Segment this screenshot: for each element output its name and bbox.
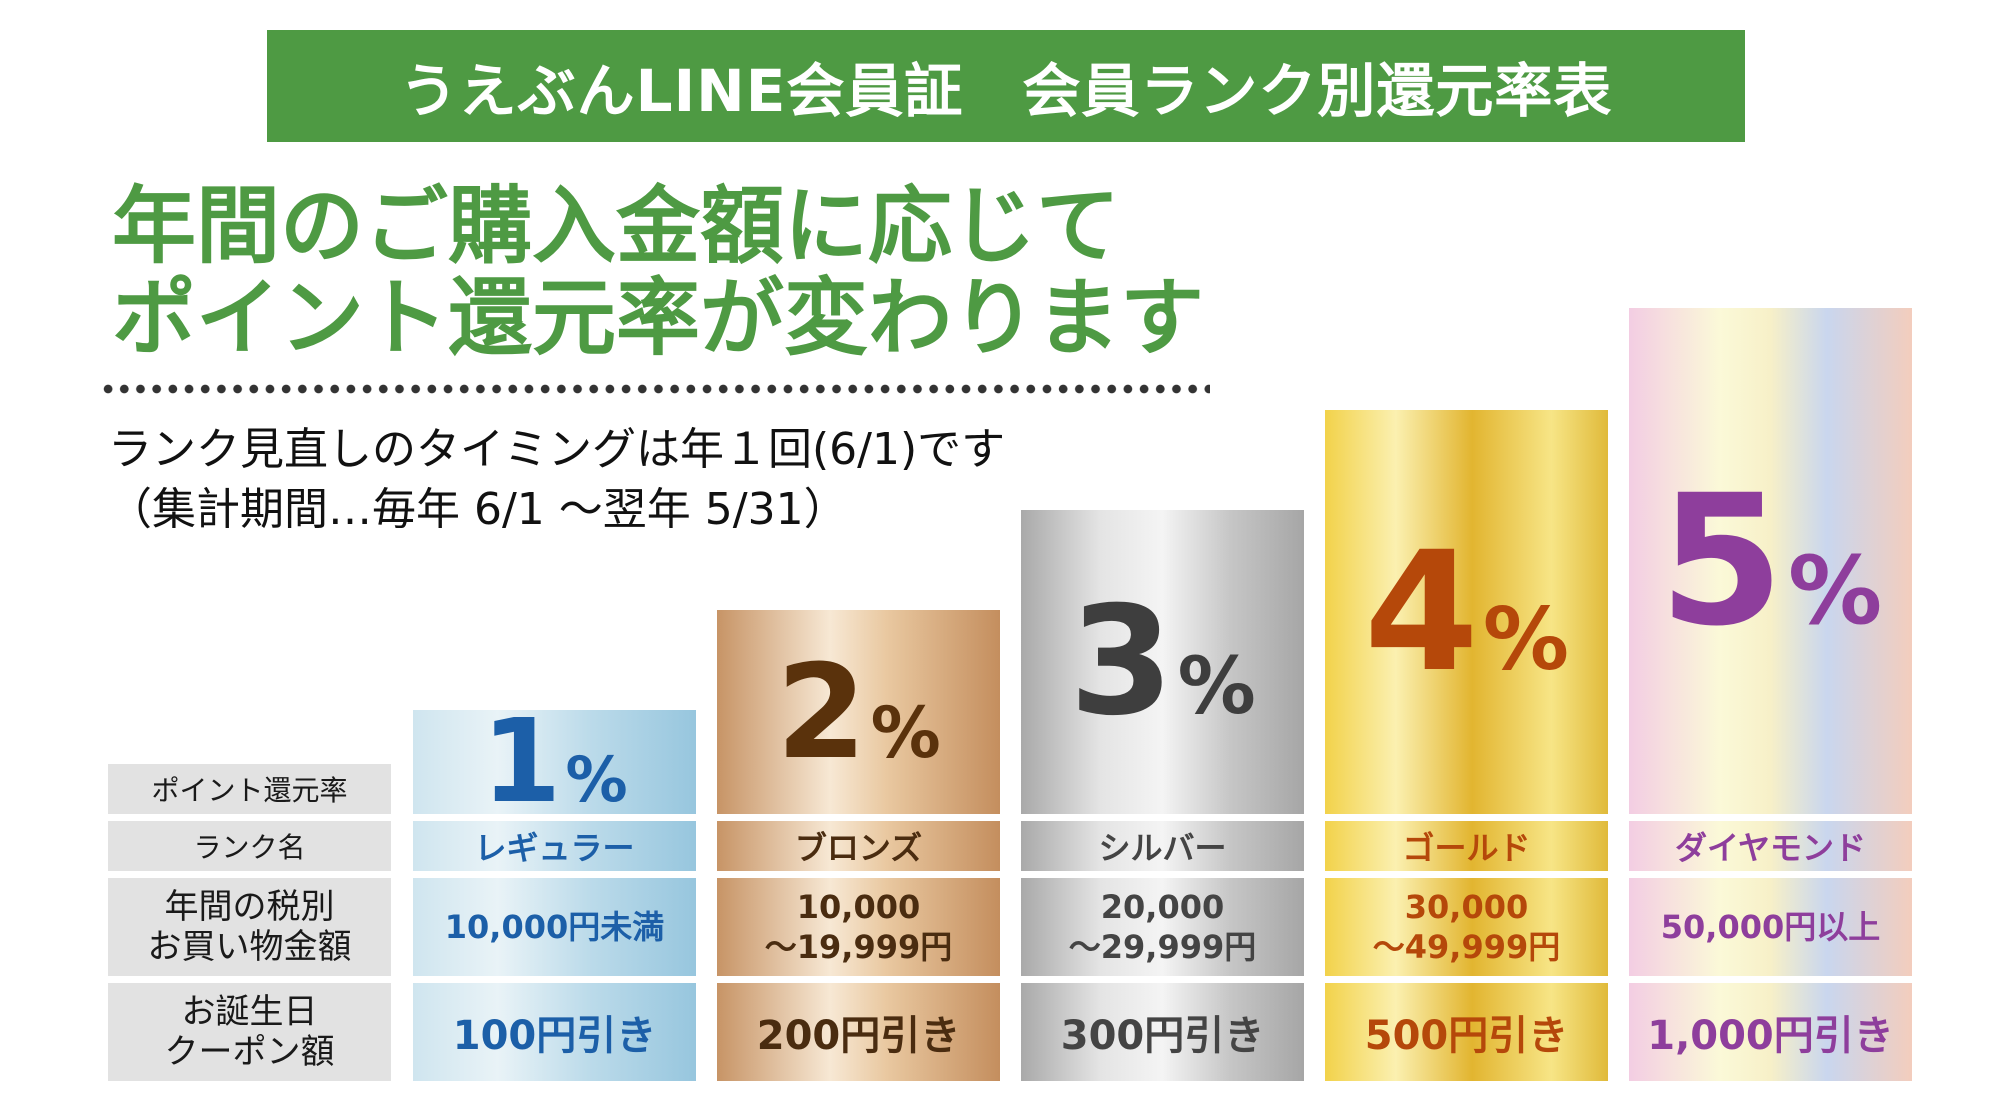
rank-column-diamond: 5% ダイヤモンド 50,000円以上 1,000円引き	[1629, 308, 1912, 1081]
amount-line-2: ～19,999円	[764, 928, 953, 966]
amount-line-1: 30,000	[1404, 888, 1529, 926]
amount-cell: 50,000円以上	[1629, 878, 1912, 976]
amount-cell: 10,000 ～19,999円	[717, 878, 1000, 976]
rate-value: 1%	[481, 695, 627, 829]
rank-name: ブロンズ	[794, 829, 923, 867]
rate-value: 3%	[1069, 575, 1256, 749]
coupon-amount: 100円引き	[452, 1013, 657, 1059]
row-label-rank-name-text: ランク名	[193, 831, 306, 864]
rate-number: 4	[1364, 516, 1479, 708]
review-timing-text: ランク見直しのタイミングは年１回(6/1)です	[108, 424, 1006, 475]
rate-cell: 3%	[1021, 510, 1304, 814]
percent-sign: %	[870, 692, 941, 774]
page-title-banner: うえぶんLINE会員証 会員ランク別還元率表	[267, 30, 1745, 142]
headline: 年間のご購入金額に応じて ポイント還元率が変わります	[112, 180, 1204, 364]
rate-number: 2	[776, 636, 867, 788]
amount-line-1: 50,000円以上	[1660, 908, 1881, 946]
amount-cell: 30,000 ～49,999円	[1325, 878, 1608, 976]
rank-name-cell: ブロンズ	[717, 821, 1000, 871]
amount-line-1: 20,000	[1100, 888, 1225, 926]
rank-name: レギュラー	[474, 829, 635, 867]
coupon-amount: 300円引き	[1060, 1013, 1265, 1059]
rate-number: 3	[1069, 575, 1174, 749]
rate-cell: 2%	[717, 610, 1000, 814]
rank-name-cell: ダイヤモンド	[1629, 821, 1912, 871]
rank-column-regular: 1% レギュラー 10,000円未満 100円引き	[413, 695, 696, 1081]
rank-name-cell: ゴールド	[1325, 821, 1608, 871]
row-label-coupon-line-1: お誕生日	[181, 992, 318, 1032]
row-label-coupon: お誕生日 クーポン額	[108, 983, 391, 1081]
rank-name: シルバー	[1098, 829, 1227, 867]
aggregation-period-text: （集計期間…毎年 6/1 ～翌年 5/31）	[108, 484, 848, 535]
amount-line-2: ～29,999円	[1068, 928, 1257, 966]
headline-line-1: 年間のご購入金額に応じて	[112, 177, 1121, 275]
row-label-amount: 年間の税別 お買い物金額	[108, 878, 391, 976]
rank-column-silver: 3% シルバー 20,000 ～29,999円 300円引き	[1021, 510, 1304, 1081]
coupon-cell: 500円引き	[1325, 983, 1608, 1081]
rate-value: 2%	[776, 636, 941, 788]
percent-sign: %	[565, 743, 628, 816]
percent-sign: %	[1177, 642, 1256, 732]
coupon-amount: 1,000円引き	[1647, 1013, 1894, 1059]
row-label-amount-line-1: 年間の税別	[164, 887, 335, 927]
rank-column-gold: 4% ゴールド 30,000 ～49,999円 500円引き	[1325, 410, 1608, 1081]
amount-line-1: 10,000円未満	[444, 908, 665, 946]
dotted-divider	[100, 384, 1210, 394]
page-title: うえぶんLINE会員証 会員ランク別還元率表	[399, 57, 1613, 125]
row-label-rate-text: ポイント還元率	[151, 774, 348, 807]
coupon-amount: 500円引き	[1364, 1013, 1569, 1059]
amount-cell: 10,000円未満	[413, 878, 696, 976]
rank-column-bronze: 2% ブロンズ 10,000 ～19,999円 200円引き	[717, 610, 1000, 1081]
percent-sign: %	[1482, 590, 1569, 690]
rate-cell: 1%	[413, 695, 696, 829]
rate-cell: 4%	[1325, 410, 1608, 814]
rate-number: 5	[1658, 456, 1785, 666]
rank-name: ダイヤモンド	[1674, 829, 1867, 867]
coupon-cell: 100円引き	[413, 983, 696, 1081]
coupon-cell: 300円引き	[1021, 983, 1304, 1081]
rank-name-cell: レギュラー	[413, 821, 696, 871]
coupon-cell: 1,000円引き	[1629, 983, 1912, 1081]
rank-name-cell: シルバー	[1021, 821, 1304, 871]
review-note: ランク見直しのタイミングは年１回(6/1)です （集計期間…毎年 6/1 ～翌年…	[108, 420, 1005, 540]
rate-value: 4%	[1364, 516, 1569, 708]
rank-name: ゴールド	[1402, 829, 1531, 867]
amount-line-2: ～49,999円	[1372, 928, 1561, 966]
rate-cell: 5%	[1629, 308, 1912, 814]
percent-sign: %	[1788, 536, 1883, 646]
amount-line-1: 10,000	[796, 888, 921, 926]
row-label-rank-name: ランク名	[108, 821, 391, 871]
coupon-cell: 200円引き	[717, 983, 1000, 1081]
row-label-amount-line-2: お買い物金額	[147, 927, 352, 967]
row-label-coupon-line-2: クーポン額	[164, 1032, 335, 1072]
rate-number: 1	[481, 695, 562, 829]
row-label-rate: ポイント還元率	[108, 764, 391, 814]
rate-value: 5%	[1659, 457, 1882, 666]
amount-cell: 20,000 ～29,999円	[1021, 878, 1304, 976]
coupon-amount: 200円引き	[756, 1013, 961, 1059]
headline-line-2: ポイント還元率が変わります	[112, 269, 1205, 367]
